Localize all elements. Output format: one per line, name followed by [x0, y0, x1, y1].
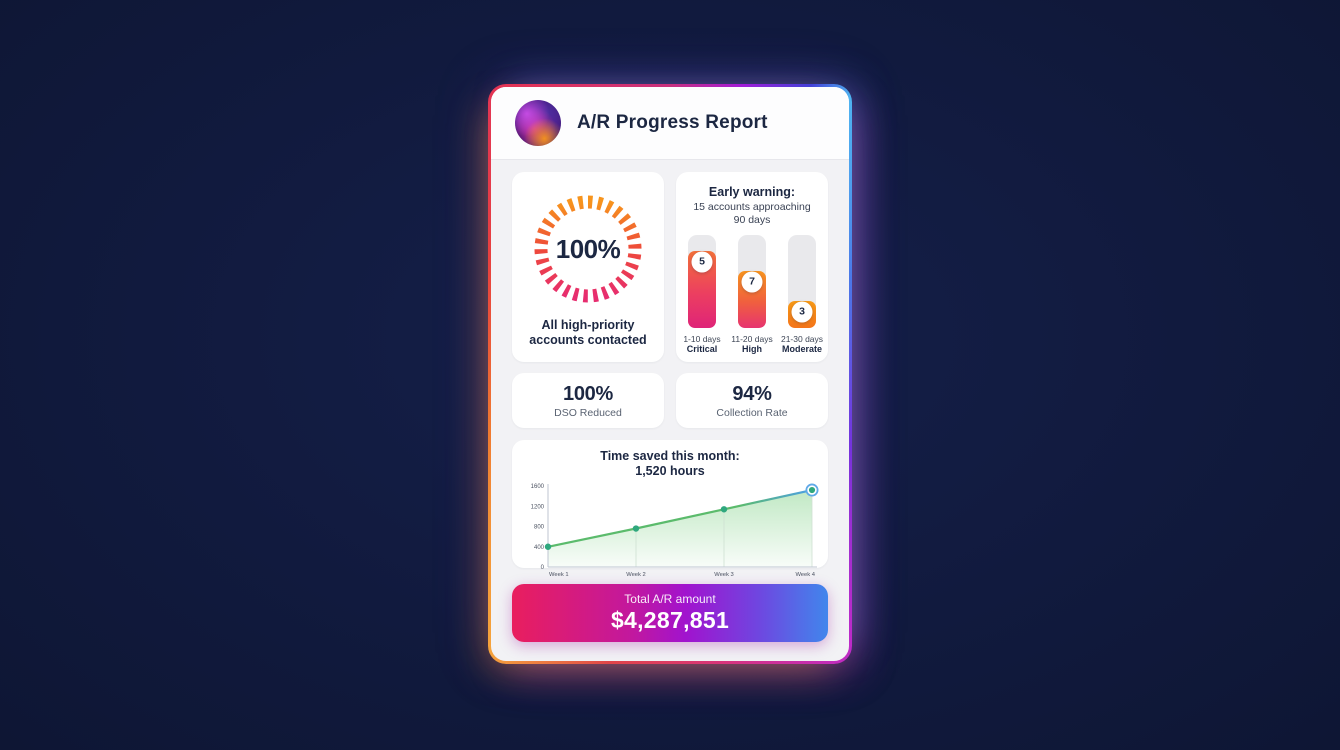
- progress-ring-segments: [534, 195, 642, 303]
- stats-row: 100% DSO Reduced 94% Collection Rate: [512, 373, 828, 428]
- progress-ring-svg: [534, 195, 642, 303]
- time-saved-chart-panel: Time saved this month: 1,520 hours 0 400 8…: [512, 440, 828, 578]
- chart-title: Time saved this month: 1,520 hours: [600, 449, 740, 478]
- stat-value: 100%: [563, 382, 613, 405]
- contact-progress-panel: 100% All high-priority accounts contacte…: [512, 172, 664, 362]
- aging-bar-moderate: 3 21-30 days Moderate: [779, 235, 826, 354]
- chart-area-fill: [548, 490, 812, 567]
- y-tick-label: 1200: [531, 504, 545, 510]
- early-warning-subtitle: 15 accounts approaching 90 days: [693, 201, 811, 226]
- aging-bar-critical: 5 1-10 days Critical: [679, 235, 726, 354]
- early-warning-panel: Early warning: 15 accounts approaching 9…: [676, 172, 828, 362]
- stat-label: DSO Reduced: [554, 406, 622, 419]
- bar-range-label: 21-30 days: [780, 334, 824, 345]
- total-ar-label: Total A/R amount: [624, 592, 716, 606]
- stat-label: Collection Rate: [716, 406, 788, 419]
- progress-ring: 100%: [526, 187, 650, 311]
- app-logo-icon: [515, 100, 561, 146]
- progress-caption: All high-priority accounts contacted: [529, 318, 647, 347]
- early-warning-title: Early warning:: [708, 185, 796, 199]
- chart-svg: 0 400 800 1200 1600 Week 1 Week 2 Week 3 Week 4: [531, 483, 819, 578]
- chart-point: [720, 506, 728, 513]
- y-tick-label: 800: [534, 525, 545, 531]
- chart-point: [632, 525, 640, 532]
- chart-line: [546, 489, 814, 548]
- y-tick-label: 1600: [531, 484, 545, 490]
- aging-bar-high: 7 11-20 days High: [729, 235, 776, 354]
- x-tick-label: Week 1: [549, 572, 569, 578]
- card-body: 100% All high-priority accounts contacte…: [491, 160, 849, 661]
- page-title: A/R Progress Report: [577, 112, 768, 133]
- bar-track: 5: [688, 235, 716, 329]
- y-tick-label: 400: [534, 545, 545, 551]
- chart-point: [808, 486, 816, 494]
- card-header: A/R Progress Report: [491, 87, 849, 160]
- chart-point: [544, 543, 552, 550]
- bar-track: 7: [738, 235, 766, 329]
- x-tick-label: Week 2: [626, 572, 646, 578]
- bar-severity-label: Critical: [686, 344, 718, 355]
- bar-value-badge: 3: [791, 301, 813, 323]
- bar-range-label: 1-10 days: [683, 334, 721, 345]
- bar-range-label: 11-20 days: [731, 334, 773, 345]
- ar-progress-report-card: A/R Progress Report: [491, 87, 849, 661]
- bar-severity-label: Moderate: [781, 344, 822, 355]
- bar-value-badge: 7: [741, 271, 763, 293]
- total-ar-amount-button[interactable]: Total A/R amount $4,287,851: [512, 584, 828, 642]
- total-ar-amount: $4,287,851: [610, 607, 730, 633]
- bar-value-badge: 5: [691, 251, 713, 272]
- report-card-gradient-border: A/R Progress Report: [488, 84, 852, 664]
- x-tick-label: Week 4: [795, 572, 815, 578]
- stat-card-collection-rate: 94% Collection Rate: [676, 373, 828, 428]
- stat-value: 94%: [732, 382, 772, 405]
- bar-severity-label: High: [742, 344, 762, 355]
- x-tick-label: Week 3: [714, 572, 734, 578]
- chart-area: 0 400 800 1200 1600 Week 1 Week 2 Week 3 Week 4: [512, 479, 828, 586]
- y-tick-label: 0: [541, 565, 545, 571]
- stat-card-dso: 100% DSO Reduced: [512, 373, 664, 428]
- top-panels-row: 100% All high-priority accounts contacte…: [512, 172, 828, 362]
- bar-track: 3: [788, 235, 816, 329]
- aging-bars: 5 1-10 days Critical 7 11-20 days: [676, 235, 828, 354]
- progress-percent: 100%: [555, 233, 621, 264]
